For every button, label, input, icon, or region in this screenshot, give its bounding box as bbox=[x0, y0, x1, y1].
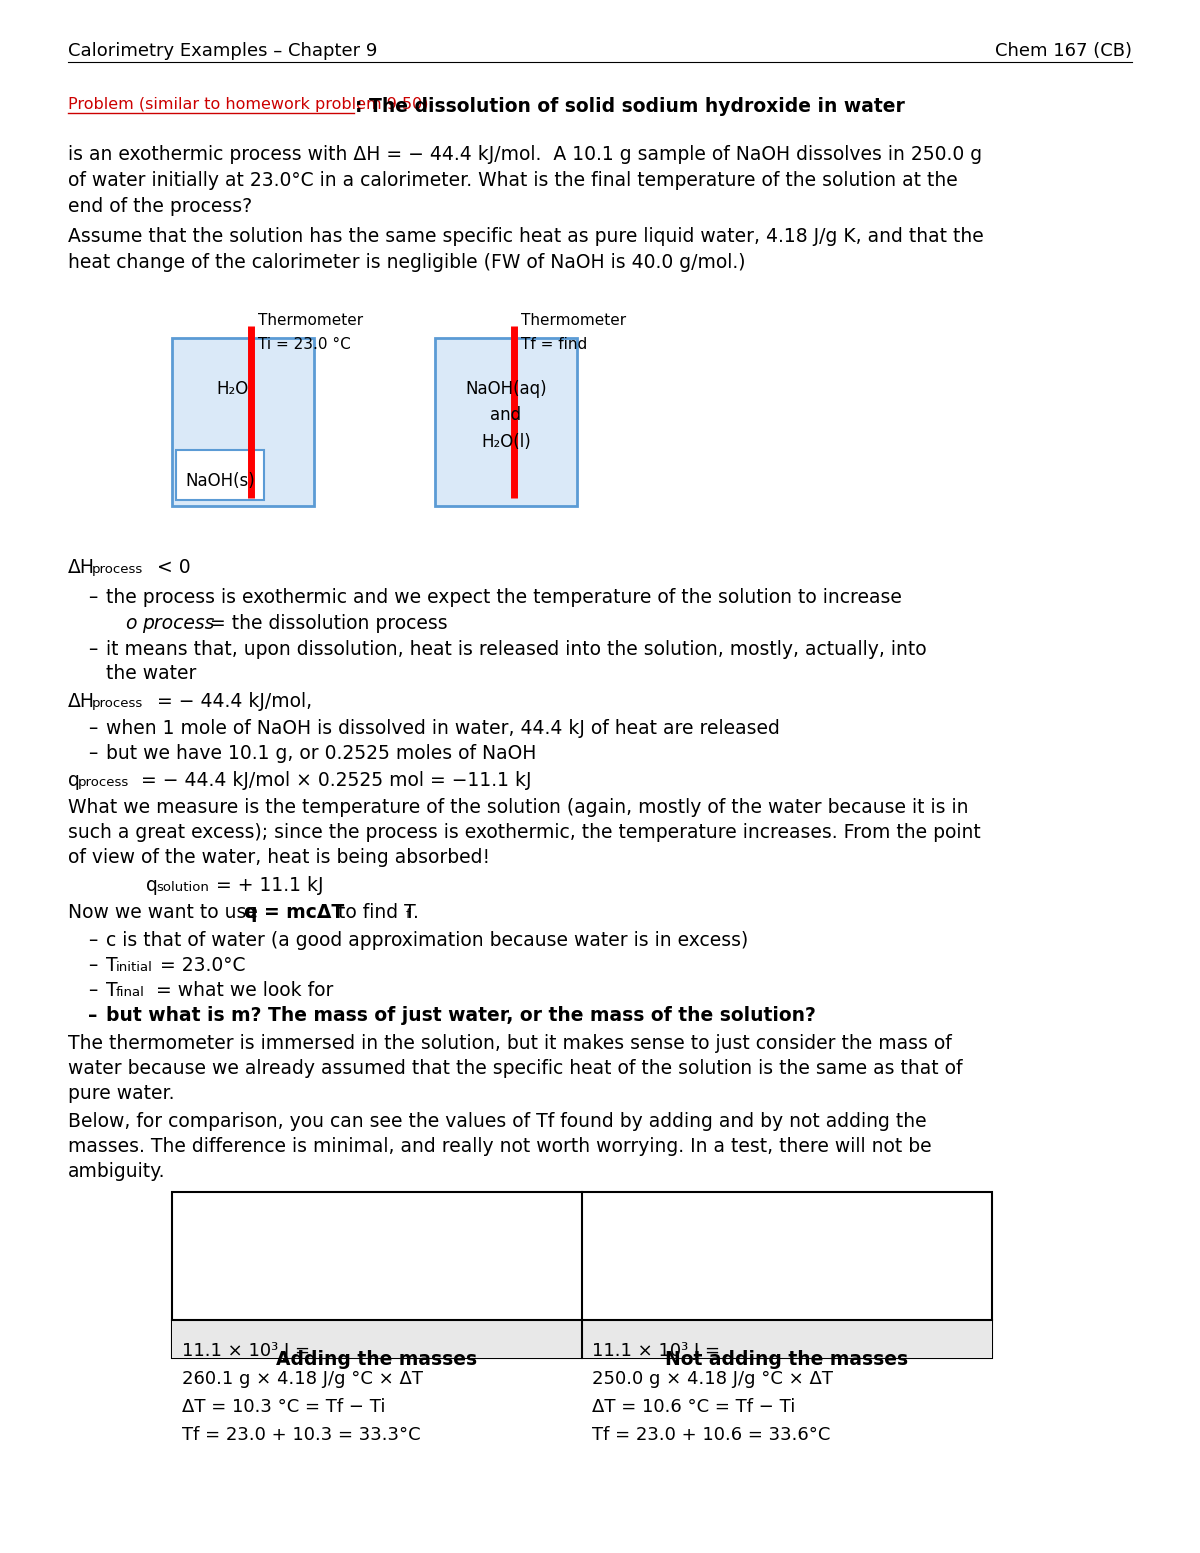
Text: heat change of the calorimeter is negligible (FW of NaOH is 40.0 g/mol.): heat change of the calorimeter is neglig… bbox=[68, 253, 745, 272]
Text: Chem 167 (CB): Chem 167 (CB) bbox=[995, 42, 1132, 61]
Text: < 0: < 0 bbox=[151, 558, 191, 578]
Text: to find T: to find T bbox=[332, 902, 415, 922]
Text: Thermometer: Thermometer bbox=[258, 314, 364, 328]
Text: = − 44.4 kJ/mol × 0.2525 mol = −11.1 kJ: = − 44.4 kJ/mol × 0.2525 mol = −11.1 kJ bbox=[134, 770, 532, 790]
Bar bbox=[172, 339, 314, 506]
Text: NaOH(aq)
and
H₂O(l): NaOH(aq) and H₂O(l) bbox=[466, 380, 547, 450]
Text: is an exothermic process with ΔH = − 44.4 kJ/mol.  A 10.1 g sample of NaOH disso: is an exothermic process with ΔH = − 44.… bbox=[68, 144, 982, 165]
Text: f: f bbox=[406, 909, 410, 921]
Text: T: T bbox=[106, 957, 118, 975]
Text: .: . bbox=[413, 902, 419, 922]
Text: = the dissolution process: = the dissolution process bbox=[204, 613, 448, 634]
Text: q = mcΔT: q = mcΔT bbox=[244, 902, 344, 922]
Bar bbox=[172, 1320, 582, 1357]
Text: What we measure is the temperature of the solution (again, mostly of the water b: What we measure is the temperature of th… bbox=[68, 798, 968, 817]
Text: it means that, upon dissolution, heat is released into the solution, mostly, act: it means that, upon dissolution, heat is… bbox=[106, 640, 926, 658]
Text: = what we look for: = what we look for bbox=[150, 981, 334, 1000]
Text: = + 11.1 kJ: = + 11.1 kJ bbox=[210, 876, 324, 895]
Text: Adding the masses: Adding the masses bbox=[276, 1350, 478, 1370]
Text: process: process bbox=[78, 776, 130, 789]
Text: Calorimetry Examples – Chapter 9: Calorimetry Examples – Chapter 9 bbox=[68, 42, 377, 61]
Text: solution: solution bbox=[156, 881, 209, 895]
Text: –: – bbox=[88, 719, 97, 738]
Text: T: T bbox=[106, 981, 118, 1000]
Text: ΔT = 10.3 °C = Tf − Ti: ΔT = 10.3 °C = Tf − Ti bbox=[182, 1398, 385, 1416]
Text: initial: initial bbox=[116, 961, 152, 974]
Text: Tf = find: Tf = find bbox=[521, 337, 587, 353]
Text: Now we want to use: Now we want to use bbox=[68, 902, 264, 922]
Text: o: o bbox=[125, 613, 137, 634]
Text: 11.1 × 10³ J =: 11.1 × 10³ J = bbox=[592, 1342, 720, 1360]
Text: but what is m? The mass of just water, or the mass of the solution?: but what is m? The mass of just water, o… bbox=[106, 1006, 816, 1025]
Text: –: – bbox=[88, 744, 97, 763]
Text: 250.0 g × 4.18 J/g °C × ΔT: 250.0 g × 4.18 J/g °C × ΔT bbox=[592, 1370, 833, 1388]
Bar bbox=[582, 1320, 992, 1357]
Text: H₂O: H₂O bbox=[217, 380, 250, 398]
Text: ambiguity.: ambiguity. bbox=[68, 1162, 166, 1180]
Text: 11.1 × 10³ J =: 11.1 × 10³ J = bbox=[182, 1342, 310, 1360]
Text: of view of the water, heat is being absorbed!: of view of the water, heat is being abso… bbox=[68, 848, 490, 867]
Text: –: – bbox=[88, 981, 97, 1000]
Text: = − 44.4 kJ/mol,: = − 44.4 kJ/mol, bbox=[151, 693, 312, 711]
Text: pure water.: pure water. bbox=[68, 1084, 174, 1103]
Bar bbox=[176, 450, 264, 500]
Text: q: q bbox=[146, 876, 158, 895]
Text: ΔT = 10.6 °C = Tf − Ti: ΔT = 10.6 °C = Tf − Ti bbox=[592, 1398, 796, 1416]
Text: q: q bbox=[68, 770, 80, 790]
Text: = 23.0°C: = 23.0°C bbox=[154, 957, 246, 975]
Text: ΔH: ΔH bbox=[68, 558, 95, 578]
Text: 260.1 g × 4.18 J/g °C × ΔT: 260.1 g × 4.18 J/g °C × ΔT bbox=[182, 1370, 424, 1388]
Text: Problem (similar to homework problem 9.50): Problem (similar to homework problem 9.5… bbox=[68, 96, 428, 112]
Text: NaOH(s): NaOH(s) bbox=[185, 472, 254, 491]
Text: The thermometer is immersed in the solution, but it makes sense to just consider: The thermometer is immersed in the solut… bbox=[68, 1034, 952, 1053]
Text: Assume that the solution has the same specific heat as pure liquid water, 4.18 J: Assume that the solution has the same sp… bbox=[68, 227, 984, 245]
Text: ΔH: ΔH bbox=[68, 693, 95, 711]
Text: Not adding the masses: Not adding the masses bbox=[666, 1350, 908, 1370]
Text: but we have 10.1 g, or 0.2525 moles of NaOH: but we have 10.1 g, or 0.2525 moles of N… bbox=[106, 744, 536, 763]
Text: Thermometer: Thermometer bbox=[521, 314, 626, 328]
Text: : The dissolution of solid sodium hydroxide in water: : The dissolution of solid sodium hydrox… bbox=[355, 96, 905, 116]
Text: final: final bbox=[116, 986, 145, 999]
Text: the water: the water bbox=[106, 665, 197, 683]
Text: Below, for comparison, you can see the values of Tf found by adding and by not a: Below, for comparison, you can see the v… bbox=[68, 1112, 926, 1131]
Text: process: process bbox=[92, 564, 143, 576]
Text: water because we already assumed that the specific heat of the solution is the s: water because we already assumed that th… bbox=[68, 1059, 962, 1078]
Text: c is that of water (a good approximation because water is in excess): c is that of water (a good approximation… bbox=[106, 930, 749, 950]
Text: Tf = 23.0 + 10.6 = 33.6°C: Tf = 23.0 + 10.6 = 33.6°C bbox=[592, 1426, 830, 1444]
Text: –: – bbox=[88, 589, 97, 607]
Text: Tf = 23.0 + 10.3 = 33.3°C: Tf = 23.0 + 10.3 = 33.3°C bbox=[182, 1426, 421, 1444]
Text: end of the process?: end of the process? bbox=[68, 197, 252, 216]
Text: process: process bbox=[142, 613, 215, 634]
Bar bbox=[172, 1193, 992, 1357]
Text: process: process bbox=[92, 697, 143, 710]
Text: –: – bbox=[88, 640, 97, 658]
Text: Ti = 23.0 °C: Ti = 23.0 °C bbox=[258, 337, 350, 353]
Text: –: – bbox=[88, 957, 97, 975]
Text: such a great excess); since the process is exothermic, the temperature increases: such a great excess); since the process … bbox=[68, 823, 980, 842]
Text: –: – bbox=[88, 1006, 97, 1025]
Text: –: – bbox=[88, 930, 97, 950]
Text: when 1 mole of NaOH is dissolved in water, 44.4 kJ of heat are released: when 1 mole of NaOH is dissolved in wate… bbox=[106, 719, 780, 738]
Bar bbox=[436, 339, 577, 506]
Text: of water initially at 23.0°C in a calorimeter. What is the final temperature of : of water initially at 23.0°C in a calori… bbox=[68, 171, 958, 189]
Text: masses. The difference is minimal, and really not worth worrying. In a test, the: masses. The difference is minimal, and r… bbox=[68, 1137, 931, 1155]
Text: the process is exothermic and we expect the temperature of the solution to incre: the process is exothermic and we expect … bbox=[106, 589, 902, 607]
